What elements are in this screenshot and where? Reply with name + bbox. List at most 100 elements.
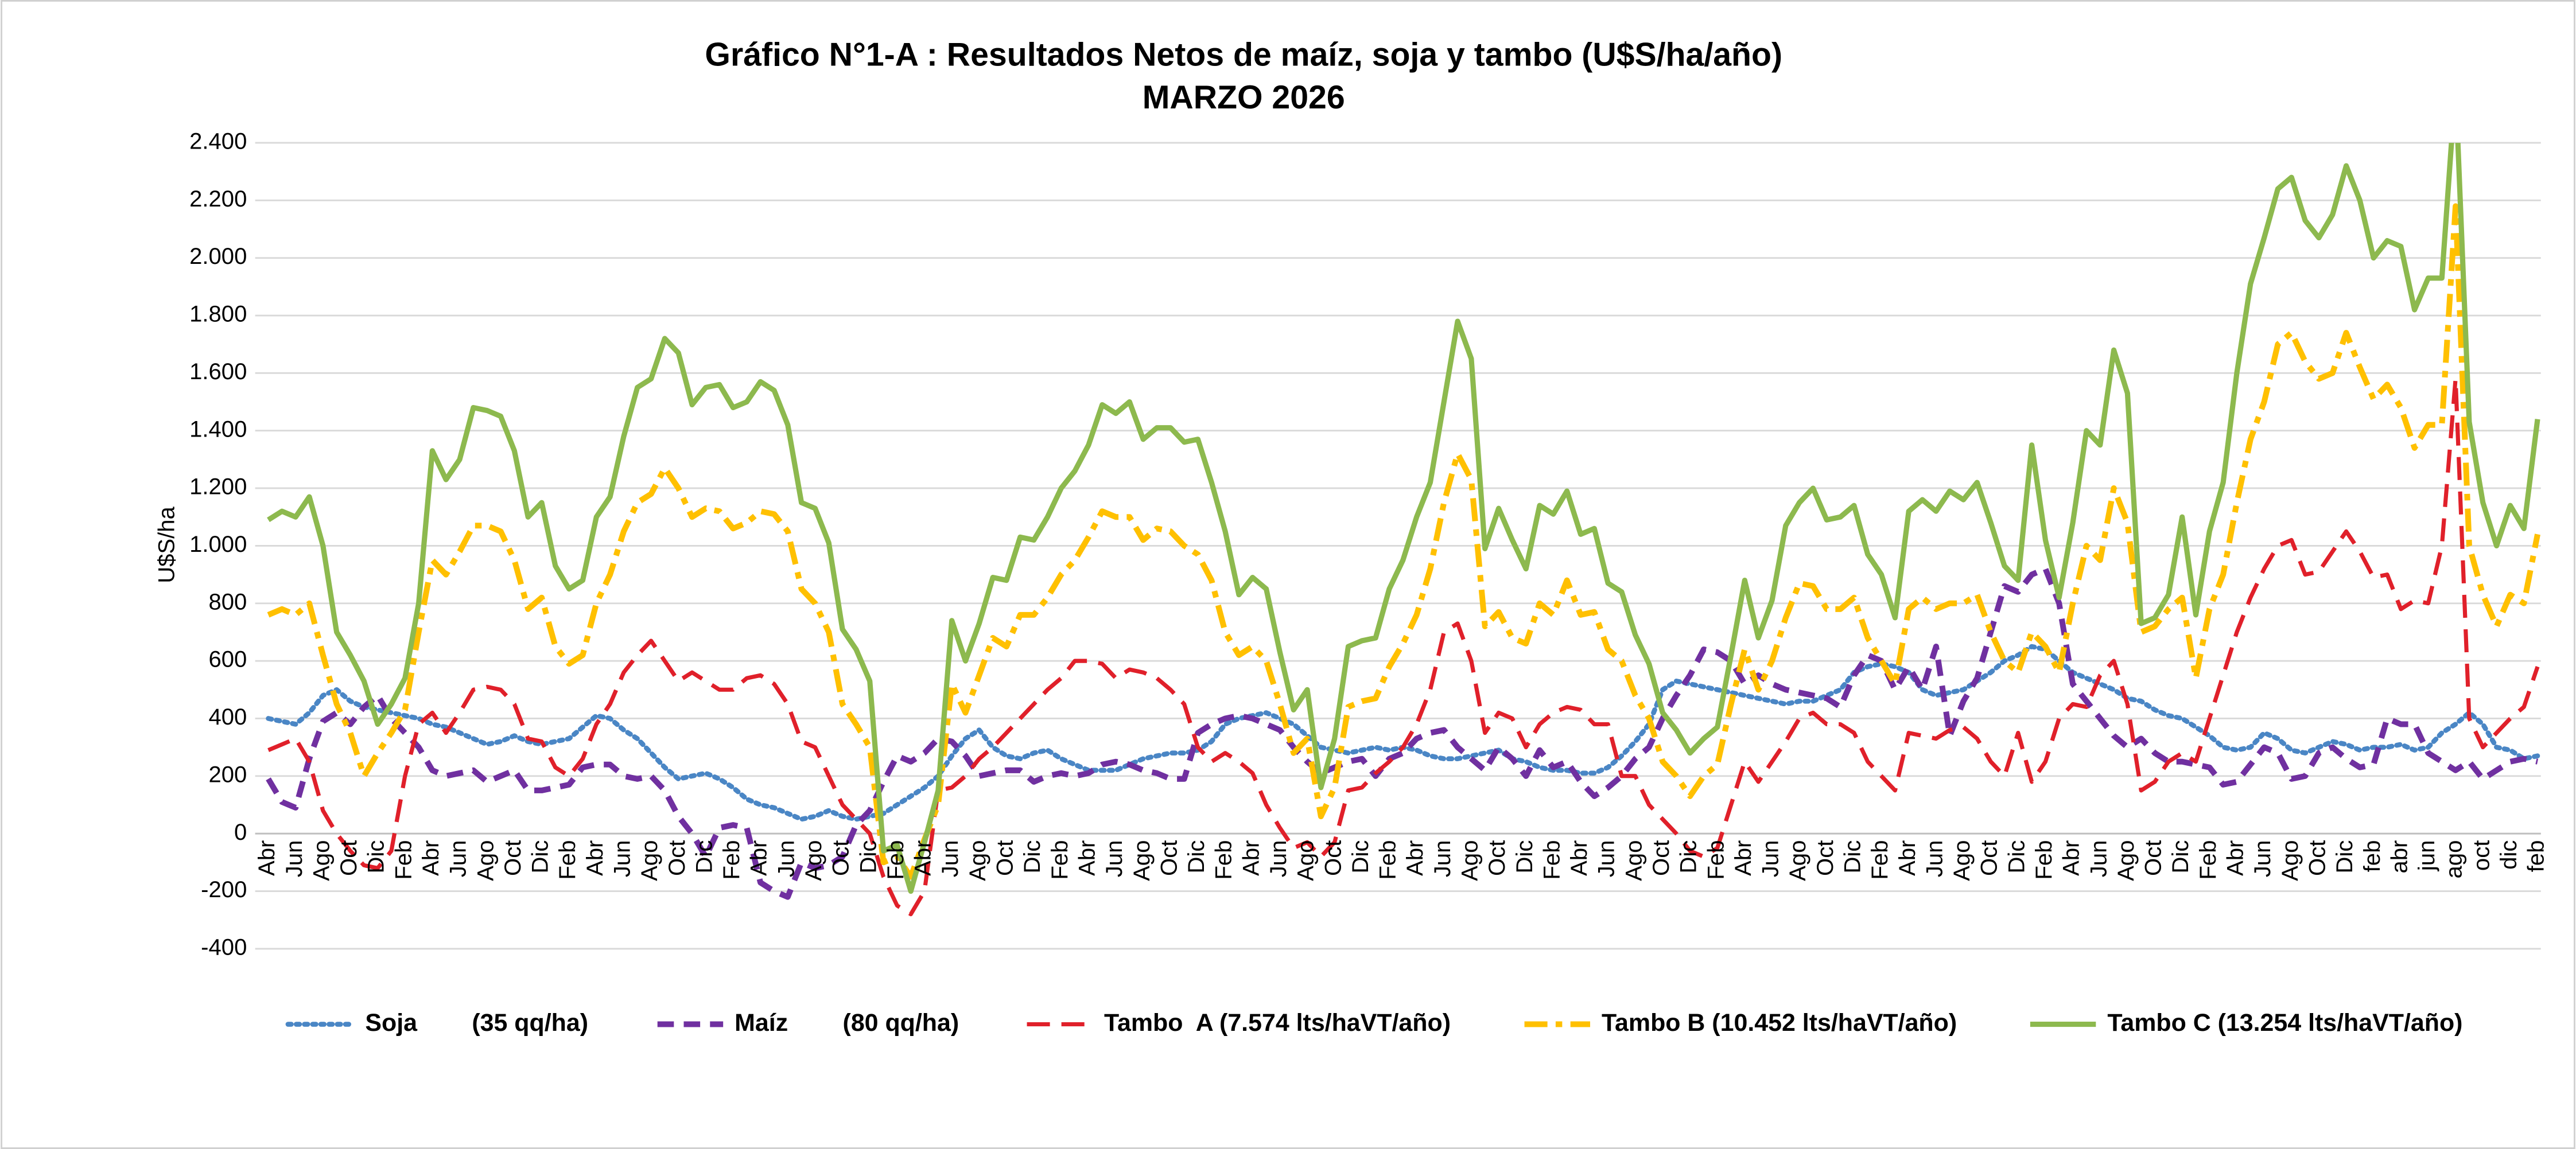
x-tick-label: Jun bbox=[2250, 840, 2275, 878]
x-tick-label: Abr bbox=[1567, 840, 1592, 876]
x-tick-label: Ago bbox=[1129, 840, 1155, 881]
x-tick-label: Dic bbox=[364, 840, 389, 874]
x-axis: Abr Jun Ago Oct Dic Feb Abr Jun Ago Oct Dic Feb Abr J… bbox=[254, 840, 2548, 881]
x-tick-label: Oct bbox=[1320, 840, 1346, 876]
y-tick-label: 1.200 bbox=[189, 474, 247, 500]
x-tick-label: Ago bbox=[1785, 840, 1810, 881]
x-tick-label: Abr bbox=[911, 840, 936, 876]
x-tick-label: Feb bbox=[1047, 840, 1073, 880]
x-tick-label: Dic bbox=[2004, 840, 2029, 874]
x-tick-label: Feb bbox=[719, 840, 744, 880]
x-tick-label: Jun bbox=[2086, 840, 2111, 878]
x-tick-label: Jun bbox=[774, 840, 799, 878]
y-tick-label: 400 bbox=[209, 704, 247, 730]
y-tick-label: 2.000 bbox=[189, 244, 247, 269]
x-tick-label: Ago bbox=[1949, 840, 1975, 881]
y-tick-label: 2.400 bbox=[189, 129, 247, 154]
x-tick-label: oct bbox=[2469, 840, 2494, 871]
x-tick-label: Ago bbox=[637, 840, 662, 881]
x-tick-label: Feb bbox=[1539, 840, 1564, 880]
x-tick-label: Ago bbox=[473, 840, 498, 881]
y-tick-label: -400 bbox=[201, 934, 247, 960]
x-tick-label: Dic bbox=[528, 840, 553, 874]
x-tick-label: Ago bbox=[1621, 840, 1646, 881]
x-tick-label: Feb bbox=[1703, 840, 1728, 880]
x-tick-label: feb bbox=[2524, 840, 2549, 873]
y-tick-label: 2.200 bbox=[189, 186, 247, 212]
legend: Soja (35 qq/ha) Maíz (80 qq/ha) Tambo A (7… bbox=[285, 1009, 2462, 1037]
x-tick-label: Oct bbox=[336, 840, 362, 876]
x-tick-label: Jun bbox=[446, 840, 471, 878]
x-tick-label: Ago bbox=[1293, 840, 1319, 881]
x-tick-label: Oct bbox=[1485, 840, 1510, 876]
x-tick-label: Ago bbox=[1457, 840, 1482, 881]
x-tick-label: Abr bbox=[2059, 840, 2084, 876]
x-tick-label: Feb bbox=[1376, 840, 1401, 880]
x-tick-label: Dic bbox=[1676, 840, 1701, 874]
x-tick-label: Abr bbox=[418, 840, 444, 876]
x-tick-label: Dic bbox=[2332, 840, 2357, 874]
x-tick-label: Ago bbox=[965, 840, 990, 881]
x-tick-label: Jun bbox=[1266, 840, 1291, 878]
x-tick-label: Jun bbox=[938, 840, 963, 878]
x-tick-label: Abr bbox=[1731, 840, 1756, 876]
grid: -400 -200 0 200 400 600 800 1.000 1.200 1.400 1.60… bbox=[189, 129, 2541, 960]
x-tick-label: ago bbox=[2442, 840, 2467, 879]
y-tick-label: 1.800 bbox=[189, 302, 247, 327]
series-line bbox=[267, 142, 2540, 894]
x-tick-label: Oct bbox=[2141, 840, 2166, 876]
x-tick-label: Oct bbox=[1813, 840, 1838, 876]
x-tick-label: Dic bbox=[1512, 840, 1537, 874]
x-tick-label: Abr bbox=[1402, 840, 1428, 876]
x-tick-label: Feb bbox=[2196, 840, 2221, 880]
x-tick-label: Oct bbox=[829, 840, 854, 876]
x-tick-label: Oct bbox=[993, 840, 1018, 876]
x-tick-label: feb bbox=[2360, 840, 2385, 873]
legend-label: Soja (35 qq/ha) bbox=[365, 1009, 588, 1037]
x-tick-label: Ago bbox=[801, 840, 826, 881]
y-tick-label: 800 bbox=[209, 589, 247, 614]
y-tick-label: -200 bbox=[201, 877, 247, 902]
y-tick-label: 1.000 bbox=[189, 532, 247, 557]
x-tick-label: Feb bbox=[391, 840, 416, 880]
x-tick-label: Dic bbox=[691, 840, 717, 874]
x-tick-label: Oct bbox=[665, 840, 690, 876]
x-tick-label: Ago bbox=[2113, 840, 2139, 881]
x-tick-label: Feb bbox=[883, 840, 908, 880]
x-tick-label: Abr bbox=[1074, 840, 1099, 876]
x-tick-label: Dic bbox=[1840, 840, 1866, 874]
series-line bbox=[267, 203, 2540, 880]
x-tick-label: Jun bbox=[1922, 840, 1947, 878]
x-tick-label: Dic bbox=[856, 840, 881, 874]
x-tick-label: Dic bbox=[2168, 840, 2193, 874]
x-tick-label: dic bbox=[2496, 840, 2521, 870]
y-tick-label: 200 bbox=[209, 762, 247, 787]
y-axis-label: U$S/ha bbox=[154, 506, 180, 583]
legend-label: Tambo A (7.574 lts/haVT/año) bbox=[1104, 1009, 1451, 1037]
y-tick-label: 1.400 bbox=[189, 416, 247, 442]
series-line bbox=[267, 376, 2540, 917]
x-tick-label: Dic bbox=[1348, 840, 1373, 874]
x-tick-label: Oct bbox=[2305, 840, 2330, 876]
x-tick-label: Jun bbox=[1758, 840, 1784, 878]
x-tick-label: Oct bbox=[1156, 840, 1182, 876]
series-line bbox=[266, 566, 2539, 900]
x-tick-label: Oct bbox=[1649, 840, 1674, 876]
y-tick-label: 0 bbox=[234, 820, 247, 845]
x-tick-label: Oct bbox=[500, 840, 526, 876]
chart-title: Gráfico N°1-A : Resultados Netos de maíz… bbox=[705, 36, 1782, 73]
x-tick-label: Jun bbox=[610, 840, 635, 878]
lines bbox=[266, 142, 2540, 917]
x-tick-label: Feb bbox=[1211, 840, 1237, 880]
x-tick-label: Jun bbox=[1430, 840, 1455, 878]
x-tick-label: Ago bbox=[309, 840, 334, 881]
x-tick-label: Dic bbox=[1020, 840, 1045, 874]
x-tick-label: Feb bbox=[1867, 840, 1893, 880]
x-tick-label: Abr bbox=[2223, 840, 2248, 876]
legend-label: Tambo B (10.452 lts/haVT/año) bbox=[1602, 1009, 1957, 1037]
x-tick-label: Jun bbox=[1102, 840, 1127, 878]
y-tick-label: 600 bbox=[209, 647, 247, 672]
y-tick-label: 1.600 bbox=[189, 359, 247, 384]
